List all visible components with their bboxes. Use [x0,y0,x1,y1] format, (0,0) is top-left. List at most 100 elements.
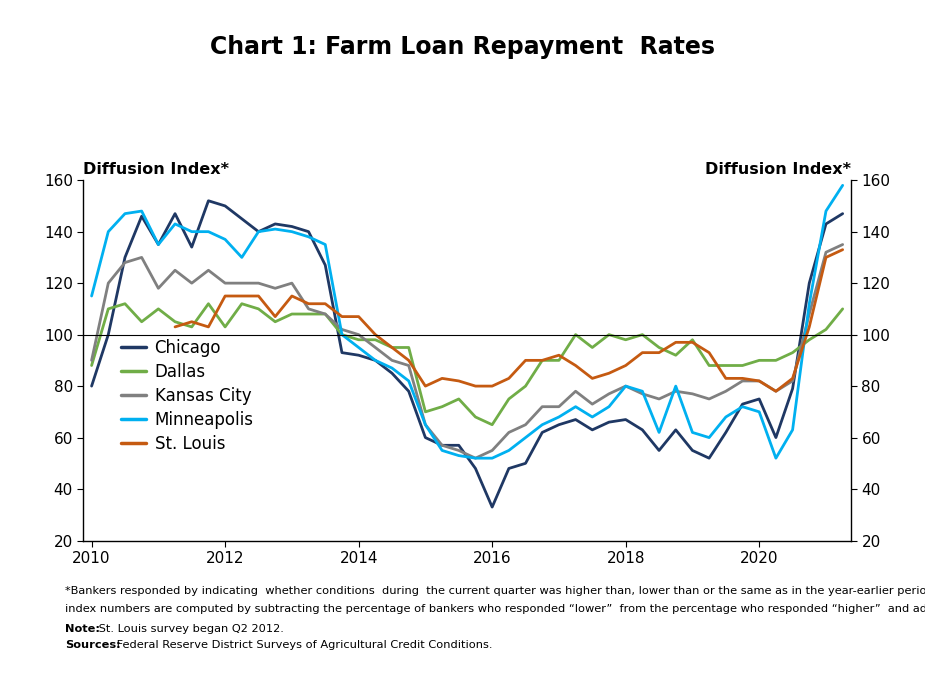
Kansas City [787,377,798,385]
Chicago [370,356,381,365]
Dallas [771,356,782,365]
Kansas City [653,395,664,403]
Minneapolis [320,240,331,249]
Kansas City [269,284,280,292]
Line: Kansas City: Kansas City [92,245,843,458]
Chicago [337,349,348,357]
Chicago [119,253,130,261]
Minneapolis [153,240,164,249]
St. Louis [536,356,548,365]
St. Louis [553,351,564,360]
Minneapolis [403,377,414,385]
St. Louis [820,253,832,261]
St. Louis [370,331,381,339]
Kansas City [771,387,782,396]
Dallas [754,356,765,365]
Kansas City [553,403,564,411]
Kansas City [453,446,464,455]
Dallas [636,331,648,339]
St. Louis [671,338,682,346]
Kansas City [737,377,748,385]
Dallas [837,305,848,313]
Chicago [253,227,264,236]
Chicago [586,426,598,434]
Minneapolis [269,225,280,234]
Dallas [269,317,280,326]
Chicago [269,220,280,228]
Kansas City [820,248,832,256]
Minneapolis [553,413,564,421]
Chicago [86,382,97,390]
Chicago [754,395,765,403]
Kansas City [704,395,715,403]
Text: index numbers are computed by subtracting the percentage of bankers who responde: index numbers are computed by subtractin… [65,604,925,614]
Chicago [553,421,564,429]
Chicago [320,261,331,270]
Dallas [453,395,464,403]
St. Louis [570,361,581,369]
Chicago [653,446,664,455]
Chicago [136,212,147,220]
Kansas City [804,310,815,318]
Text: Note:: Note: [65,624,100,633]
Chicago [603,418,614,426]
Line: Dallas: Dallas [92,304,843,425]
Minneapolis [671,382,682,390]
Text: Federal Reserve District Surveys of Agricultural Credit Conditions.: Federal Reserve District Surveys of Agri… [113,640,492,650]
Chicago [153,240,164,249]
Chicago [804,279,815,288]
St. Louis [303,299,315,308]
Kansas City [603,389,614,398]
Dallas [186,323,197,331]
Minneapolis [653,428,664,437]
Kansas City [320,310,331,318]
Dallas [219,323,230,331]
Chicago [236,215,247,223]
Minneapolis [520,433,531,441]
Kansas City [503,428,514,437]
Chicago [287,222,298,231]
Dallas [353,335,364,344]
Chicago [353,351,364,360]
Chicago [403,387,414,396]
Dallas [570,331,581,339]
Minneapolis [754,407,765,416]
St. Louis [721,374,732,383]
Minneapolis [737,403,748,411]
Kansas City [620,382,631,390]
St. Louis [520,356,531,365]
Kansas City [303,305,315,313]
Chicago [470,464,481,473]
Minneapolis [787,426,798,434]
Dallas [370,335,381,344]
Minneapolis [253,227,264,236]
St. Louis [687,338,698,346]
Kansas City [721,387,732,396]
Dallas [804,335,815,344]
Minneapolis [820,207,832,216]
Minneapolis [236,253,247,261]
Dallas [536,356,548,365]
Minneapolis [387,364,398,372]
Minneapolis [570,403,581,411]
Kansas City [437,441,448,450]
Kansas City [236,279,247,288]
Chicago [437,441,448,450]
Kansas City [403,361,414,369]
Chicago [520,459,531,468]
Legend: Chicago, Dallas, Kansas City, Minneapolis, St. Louis: Chicago, Dallas, Kansas City, Minneapoli… [115,333,260,459]
Dallas [687,335,698,344]
Dallas [320,310,331,318]
Dallas [787,349,798,357]
Text: Diffusion Index*: Diffusion Index* [705,161,851,177]
St. Louis [837,245,848,254]
St. Louis [704,349,715,357]
Dallas [653,343,664,351]
St. Louis [269,313,280,321]
Dallas [603,331,614,339]
Chicago [203,197,214,205]
Minneapolis [804,299,815,308]
Line: St. Louis: St. Louis [175,249,843,392]
St. Louis [203,323,214,331]
Line: Chicago: Chicago [92,201,843,507]
